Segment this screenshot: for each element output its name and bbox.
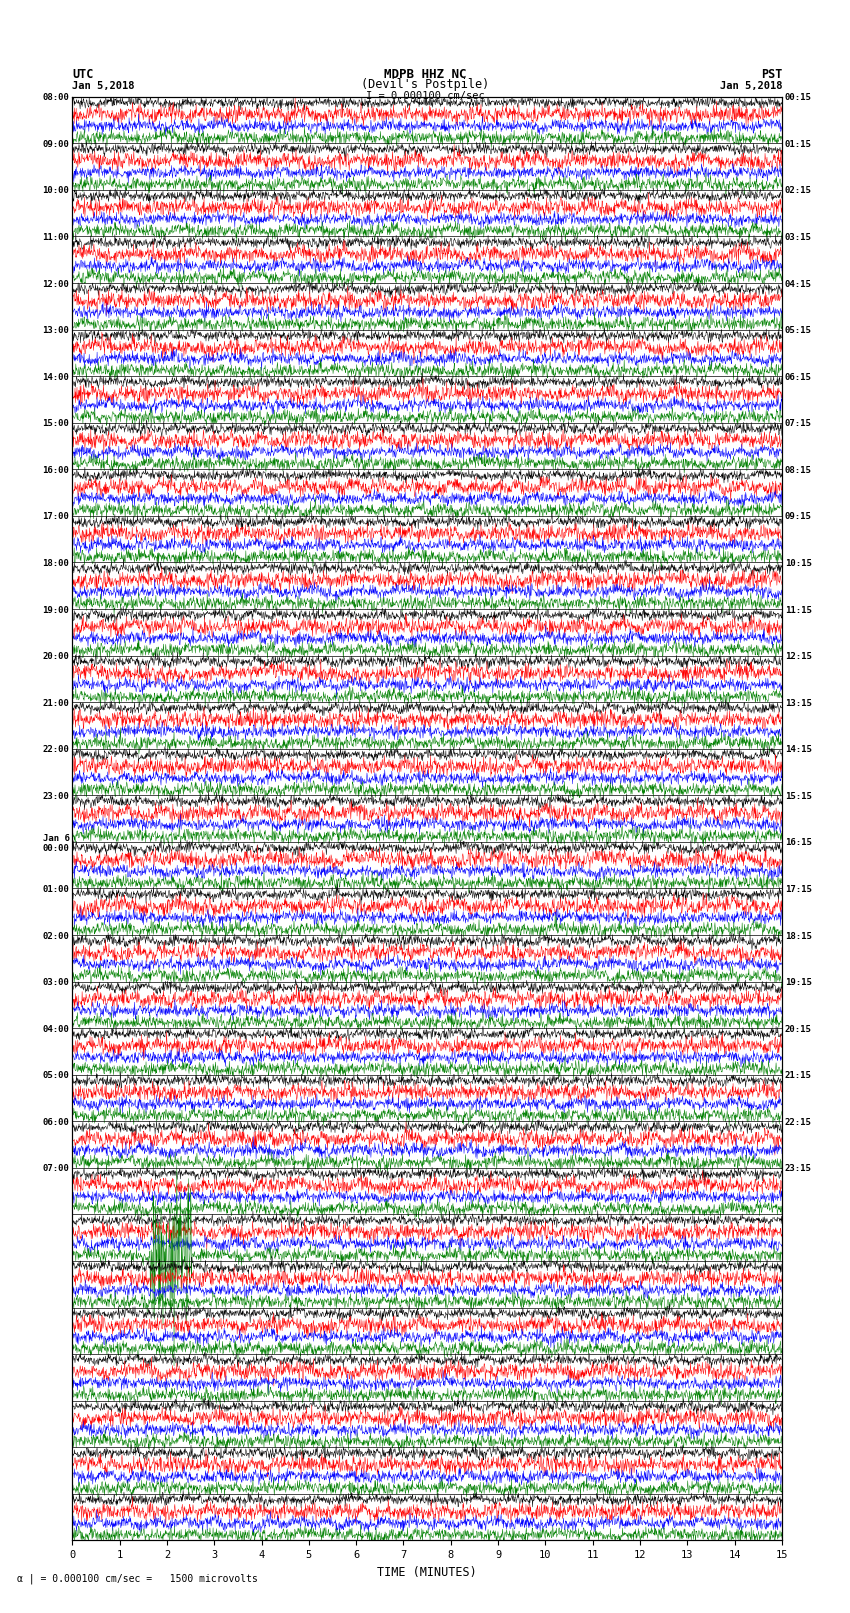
Text: UTC: UTC — [72, 68, 94, 82]
Text: α | = 0.000100 cm/sec =   1500 microvolts: α | = 0.000100 cm/sec = 1500 microvolts — [17, 1573, 258, 1584]
Text: (Devil's Postpile): (Devil's Postpile) — [361, 77, 489, 90]
X-axis label: TIME (MINUTES): TIME (MINUTES) — [377, 1566, 477, 1579]
Text: I = 0.000100 cm/sec: I = 0.000100 cm/sec — [366, 90, 484, 100]
Text: MDPB HHZ NC: MDPB HHZ NC — [383, 68, 467, 82]
Text: Jan 5,2018: Jan 5,2018 — [719, 81, 782, 90]
Text: Jan 5,2018: Jan 5,2018 — [72, 81, 135, 90]
Text: PST: PST — [761, 68, 782, 82]
